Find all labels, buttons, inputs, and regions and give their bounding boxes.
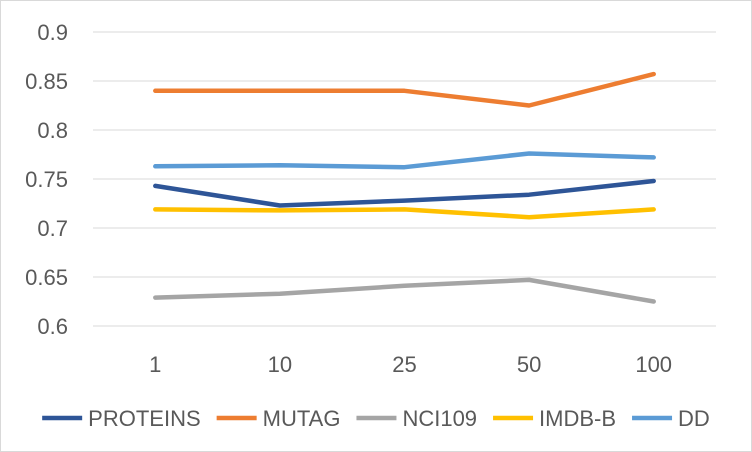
y-tick-label-4: 0.8 bbox=[37, 118, 68, 143]
legend-label-nci109: NCI109 bbox=[402, 406, 477, 431]
series-line-imdb-b bbox=[153, 207, 656, 220]
legend-label-proteins: PROTEINS bbox=[88, 406, 200, 431]
x-tick-label-0: 1 bbox=[149, 352, 161, 377]
legend-label-dd: DD bbox=[678, 406, 710, 431]
y-tick-label-1: 0.65 bbox=[25, 265, 68, 290]
y-tick-label-5: 0.85 bbox=[25, 69, 68, 94]
x-tick-label-3: 50 bbox=[517, 352, 541, 377]
series-line-proteins bbox=[153, 178, 656, 208]
legend-label-imdb-b: IMDB-B bbox=[539, 406, 616, 431]
y-tick-label-0: 0.6 bbox=[37, 314, 68, 339]
y-tick-label-2: 0.7 bbox=[37, 216, 68, 241]
x-tick-label-4: 100 bbox=[635, 352, 672, 377]
series-line-mutag bbox=[153, 71, 656, 108]
y-tick-label-3: 0.75 bbox=[25, 167, 68, 192]
legend-label-mutag: MUTAG bbox=[263, 406, 341, 431]
series-line-dd bbox=[153, 151, 656, 170]
series-line-nci109 bbox=[153, 277, 656, 304]
y-tick-label-6: 0.9 bbox=[37, 20, 68, 45]
x-tick-label-1: 10 bbox=[268, 352, 292, 377]
x-tick-label-2: 25 bbox=[392, 352, 416, 377]
